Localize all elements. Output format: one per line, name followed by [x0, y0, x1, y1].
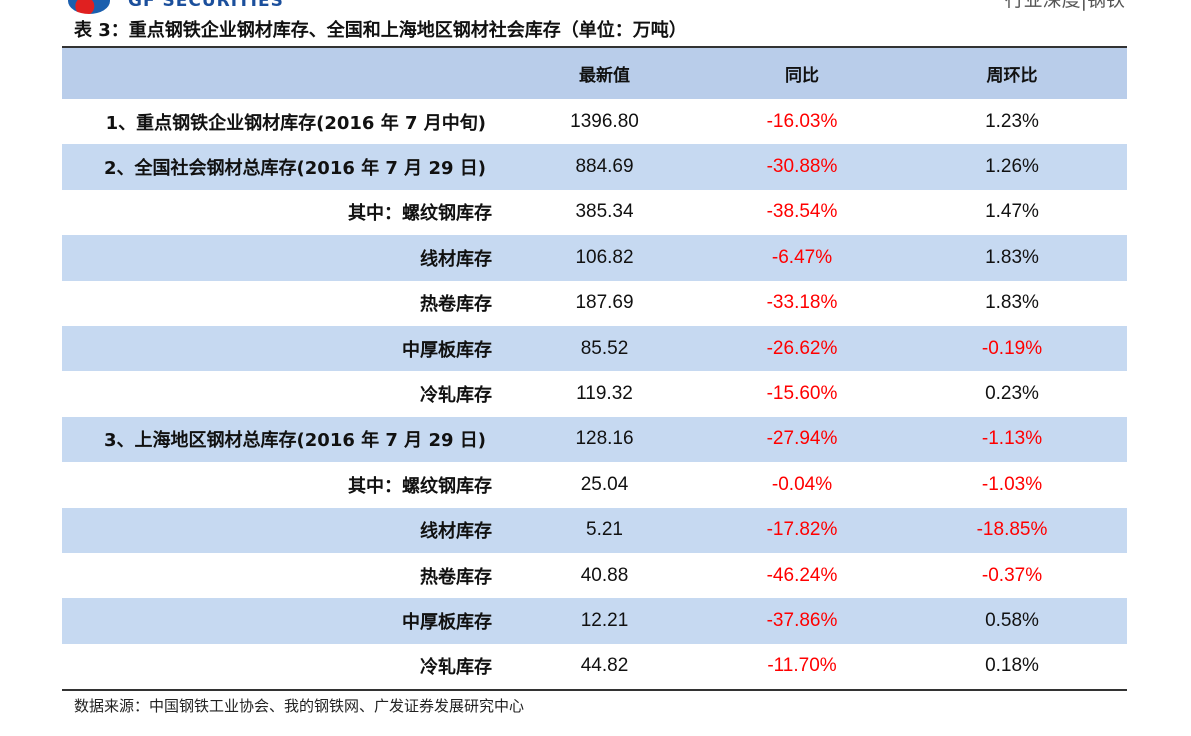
row-label: 1、重点钢铁企业钢材库存(2016 年 7 月中旬): [105, 112, 486, 134]
row-label: 冷轧库存: [420, 657, 492, 679]
wow-change-cell: 1.83%: [985, 246, 1039, 268]
row-label: 3、上海地区钢材总库存(2016 年 7 月 29 日): [104, 430, 486, 452]
wow-change-cell: 0.18%: [985, 655, 1039, 677]
header-yoy: 同比: [785, 66, 819, 86]
latest-value-cell: 85.52: [580, 337, 629, 359]
latest-value-cell: 1396.80: [570, 110, 639, 132]
inventory-table: 最新值 同比 周环比 1、重点钢铁企业钢材库存(2016 年 7 月中旬) 139…: [62, 48, 1127, 689]
yoy-change-cell: -0.04%: [771, 473, 833, 495]
bottom-divider: [62, 689, 1127, 691]
table-row: 3、上海地区钢材总库存(2016 年 7 月 29 日) 128.16 -27.94…: [62, 416, 1127, 463]
wow-change-cell: 0.23%: [985, 383, 1039, 405]
latest-value-cell: 25.04: [580, 473, 629, 495]
row-label: 热卷库存: [420, 294, 492, 316]
row-label: 热卷库存: [420, 566, 492, 588]
table-row: 中厚板库存 85.52 -26.62% -0.19%: [62, 325, 1127, 372]
report-category: 行业深度|钢铁: [1004, 0, 1125, 11]
table-row: 中厚板库存 12.21 -37.86% 0.58%: [62, 598, 1127, 644]
wow-change-cell: -0.19%: [981, 337, 1043, 359]
wow-change-cell: 1.26%: [985, 156, 1039, 178]
latest-value-cell: 44.82: [580, 655, 629, 677]
wow-change-cell: 1.83%: [985, 292, 1039, 314]
yoy-change-cell: -26.62%: [766, 337, 838, 359]
row-label: 线材库存: [420, 521, 492, 543]
yoy-change-cell: -11.70%: [767, 655, 837, 677]
wow-change-cell: -1.13%: [981, 428, 1043, 450]
table-row: 其中：螺纹钢库存 25.04 -0.04% -1.03%: [62, 462, 1127, 507]
latest-value-cell: 187.69: [575, 292, 634, 314]
table-row: 2、全国社会钢材总库存(2016 年 7 月 29 日) 884.69 -30.88…: [62, 144, 1127, 190]
table-title: 表 3：重点钢铁企业钢材库存、全国和上海地区钢材社会库存（单位：万吨）: [74, 20, 687, 41]
row-label: 其中：螺纹钢库存: [348, 203, 492, 225]
row-label: 冷轧库存: [420, 385, 492, 407]
table-row: 线材库存 106.82 -6.47% 1.83%: [62, 235, 1127, 281]
yoy-change-cell: -17.82%: [766, 519, 838, 541]
latest-value-cell: 106.82: [575, 246, 634, 268]
latest-value-cell: 884.69: [575, 156, 634, 178]
latest-value-cell: 5.21: [586, 519, 623, 541]
table-body: 1、重点钢铁企业钢材库存(2016 年 7 月中旬) 1396.80 -16.03%…: [62, 99, 1127, 689]
wow-change-cell: 1.47%: [985, 201, 1039, 223]
yoy-change-cell: -46.24%: [766, 564, 838, 586]
latest-value-cell: 128.16: [575, 428, 634, 450]
latest-value-cell: 12.21: [580, 609, 629, 631]
logo-text: GF SECURITIES: [128, 0, 284, 11]
header-wow: 周环比: [986, 66, 1038, 86]
yoy-change-cell: -15.60%: [766, 383, 838, 405]
yoy-change-cell: -33.18%: [766, 292, 838, 314]
row-label: 其中：螺纹钢库存: [348, 475, 492, 497]
row-label: 线材库存: [420, 248, 492, 270]
latest-value-cell: 385.34: [575, 201, 634, 223]
row-label: 2、全国社会钢材总库存(2016 年 7 月 29 日): [104, 158, 486, 180]
brand-logo: GF SECURITIES: [68, 0, 284, 14]
row-label: 中厚板库存: [402, 339, 492, 361]
wow-change-cell: -1.03%: [981, 473, 1043, 495]
header-latest-value: 最新值: [579, 66, 630, 86]
yoy-change-cell: -16.03%: [766, 110, 838, 132]
logo-mark-icon: [68, 0, 110, 14]
table-row: 冷轧库存 44.82 -11.70% 0.18%: [62, 644, 1127, 689]
table-row: 热卷库存 187.69 -33.18% 1.83%: [62, 281, 1127, 326]
yoy-change-cell: -6.47%: [771, 246, 833, 268]
table-row: 热卷库存 40.88 -46.24% -0.37%: [62, 553, 1127, 598]
row-label: 中厚板库存: [402, 611, 492, 633]
wow-change-cell: 0.58%: [985, 609, 1039, 631]
table-row: 冷轧库存 119.32 -15.60% 0.23%: [62, 371, 1127, 416]
table-header-row: 最新值 同比 周环比: [62, 48, 1127, 99]
wow-change-cell: -18.85%: [976, 519, 1048, 541]
table-row: 其中：螺纹钢库存 385.34 -38.54% 1.47%: [62, 190, 1127, 235]
wow-change-cell: -0.37%: [981, 564, 1043, 586]
wow-change-cell: 1.23%: [985, 110, 1039, 132]
title-divider: [62, 46, 1127, 48]
yoy-change-cell: -38.54%: [766, 201, 838, 223]
yoy-change-cell: -30.88%: [766, 156, 838, 178]
data-source-note: 数据来源：中国钢铁工业协会、我的钢铁网、广发证券发展研究中心: [74, 697, 525, 715]
latest-value-cell: 119.32: [576, 383, 633, 405]
table-row: 线材库存 5.21 -17.82% -18.85%: [62, 507, 1127, 553]
yoy-change-cell: -27.94%: [766, 428, 838, 450]
latest-value-cell: 40.88: [580, 564, 629, 586]
table-row: 1、重点钢铁企业钢材库存(2016 年 7 月中旬) 1396.80 -16.03%…: [62, 99, 1127, 144]
yoy-change-cell: -37.86%: [766, 609, 838, 631]
